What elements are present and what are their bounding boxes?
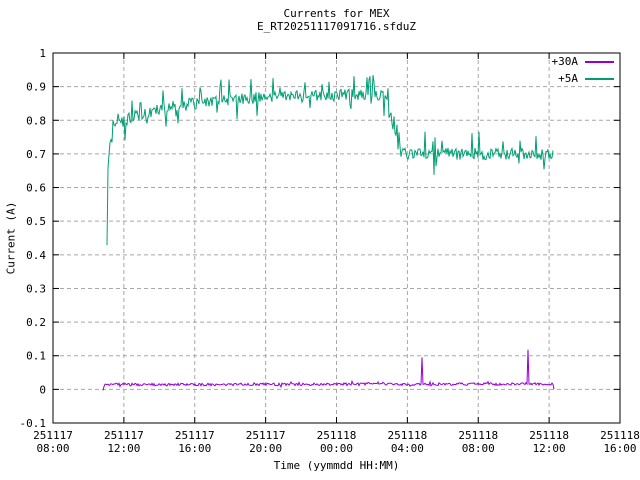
legend-line-sample-30a xyxy=(585,60,614,63)
y-tick-label: 0.6 xyxy=(26,182,46,195)
x-axis-label: Time (yymmdd HH:MM) xyxy=(273,459,400,472)
x-tick-label-date: 251117 xyxy=(33,429,73,442)
y-tick-label: 0.2 xyxy=(26,316,46,329)
chart-title: Currents for MEX xyxy=(283,7,390,20)
legend-entry-5a: +5A xyxy=(544,70,614,87)
x-tick-label-date: 251118 xyxy=(529,429,569,442)
series-line-5a xyxy=(106,75,554,246)
x-tick-label-date: 251117 xyxy=(104,429,144,442)
legend-label-5a: +5A xyxy=(558,72,578,85)
x-tick-label-time: 12:00 xyxy=(533,442,566,455)
y-axis-label: Current (A) xyxy=(4,201,18,275)
legend-label-30a: +30A xyxy=(551,55,579,68)
chart-subtitle: E_RT20251117091716.sfduZ xyxy=(257,20,416,33)
x-tick-label-time: 04:00 xyxy=(391,442,424,455)
y-tick-label: 0.5 xyxy=(26,215,46,228)
x-tick-label-date: 251118 xyxy=(600,429,640,442)
x-tick-label-time: 08:00 xyxy=(36,442,69,455)
x-tick-label-time: 16:00 xyxy=(603,442,636,455)
legend-entry-30a: +30A xyxy=(544,53,614,70)
y-tick-label: 0.7 xyxy=(26,148,46,161)
y-tick-label: 0 xyxy=(39,383,46,396)
legend: +30A +5A xyxy=(544,53,614,87)
y-tick-label: 0.1 xyxy=(26,350,46,363)
y-tick-label: 0.8 xyxy=(26,114,46,127)
x-tick-label-time: 20:00 xyxy=(249,442,282,455)
x-tick-label-time: 08:00 xyxy=(462,442,495,455)
x-tick-label-time: 16:00 xyxy=(178,442,211,455)
x-tick-label-date: 251118 xyxy=(317,429,357,442)
x-tick-label-time: 12:00 xyxy=(107,442,140,455)
y-tick-label: 0.4 xyxy=(26,249,46,262)
y-tick-label: 0.3 xyxy=(26,282,46,295)
y-tick-label: 0.9 xyxy=(26,81,46,94)
x-tick-label-date: 251117 xyxy=(175,429,215,442)
title-block: Currents for MEX E_RT20251117091716.sfdu… xyxy=(53,7,620,33)
x-tick-label-date: 251118 xyxy=(388,429,428,442)
x-tick-label-date: 251118 xyxy=(458,429,498,442)
series-line-30a xyxy=(102,349,555,391)
x-tick-label-date: 251117 xyxy=(246,429,286,442)
y-tick-label: -0.1 xyxy=(20,417,47,430)
x-tick-label-time: 00:00 xyxy=(320,442,353,455)
legend-line-sample-5a xyxy=(585,77,614,80)
y-tick-label: 1 xyxy=(39,47,46,60)
